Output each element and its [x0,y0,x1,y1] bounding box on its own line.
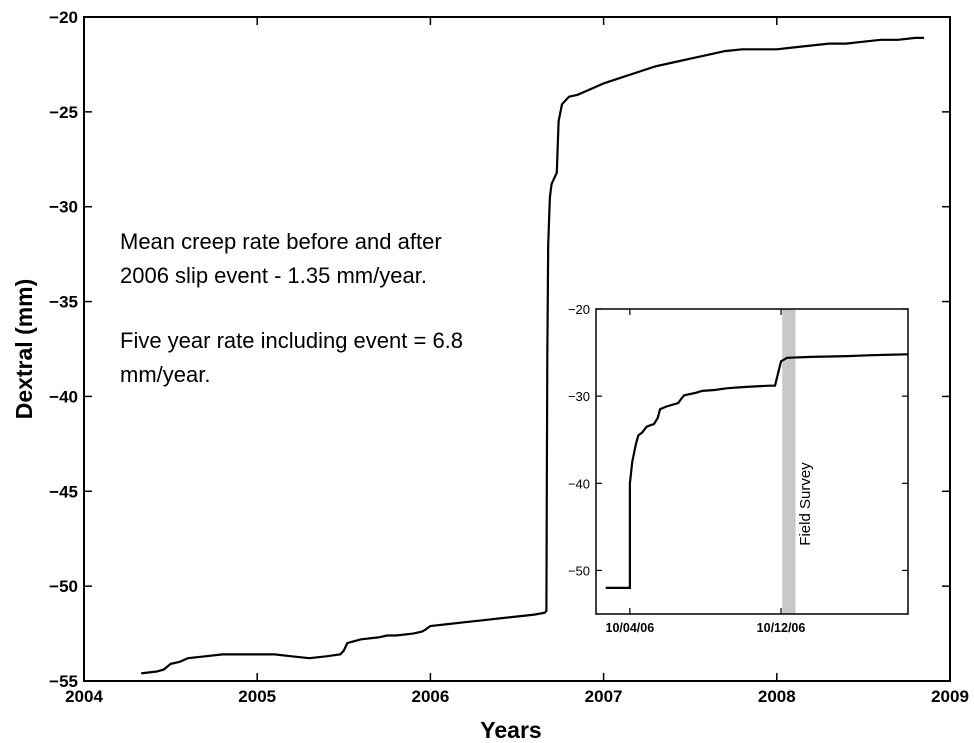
main-axes: 2004 2005 2006 2007 2008 2009 −55 −50 −45 −40 −35 −… [49,8,969,706]
inset-x-tick-label: 10/04/06 [606,621,655,635]
annotation-line-4: mm/year. [120,362,210,387]
x-axis-title: Years [480,717,541,743]
field-survey-label: Field Survey [797,462,814,546]
x-tick-label: 2006 [411,687,449,706]
x-tick-label: 2008 [758,687,796,706]
y-tick-label: −40 [49,387,78,406]
inset-series-line [605,353,909,589]
x-tick-label: 2007 [585,687,623,706]
y-tick-label: −35 [49,293,78,312]
annotation-line-2: 2006 slip event - 1.35 mm/year. [120,263,427,288]
main-plot-frame [83,16,951,682]
inset-y-tick-label: −20 [568,302,590,317]
main-series-line [141,36,924,675]
y-tick-label: −50 [49,577,78,596]
x-tick-label: 2004 [65,687,103,706]
inset-background [596,309,908,614]
annotation-line-3: Five year rate including event = 6.8 [120,328,463,353]
inset-x-tick-label: 10/12/06 [757,621,806,635]
y-tick-label: −55 [49,672,78,691]
inset-y-tick-label: −30 [568,389,590,404]
y-tick-label: −30 [49,198,78,217]
field-survey-band [782,309,796,614]
y-tick-label: −25 [49,103,78,122]
x-tick-label: 2005 [238,687,276,706]
inset-plot-frame [595,308,909,615]
inset-y-tick-label: −50 [568,563,590,578]
y-axis-title: Dextral (mm) [11,279,37,420]
inset-y-tick-label: −40 [568,476,590,491]
annotation-line-1: Mean creep rate before and after [120,229,442,254]
inset-axes: −50 −40 −30 −20 10/04/06 10/12/06 [568,302,908,635]
y-tick-label: −20 [49,8,78,27]
y-tick-label: −45 [49,482,78,501]
x-tick-label: 2009 [931,687,969,706]
